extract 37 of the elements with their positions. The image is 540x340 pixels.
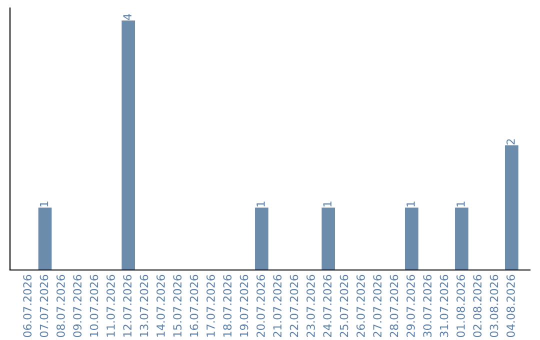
x-tick-label: 21.07.2026 [273, 274, 282, 337]
data-label: 1 [256, 202, 265, 206]
x-tick-label: 01.08.2026 [456, 274, 465, 338]
x-tick-label: 14.07.2026 [156, 274, 165, 337]
x-tick-label: 19.07.2026 [240, 274, 248, 337]
x-tick-label: 18.07.2026 [223, 274, 232, 337]
x-tick-label: 09.07.2026 [73, 274, 82, 338]
data-label: 2 [506, 139, 515, 144]
x-tick-label: 30.07.2026 [423, 274, 432, 337]
x-tick-label: 02.08.2026 [473, 274, 482, 338]
x-tick-label: 31.07.2026 [440, 274, 448, 337]
x-tick-label: 15.07.2026 [173, 274, 182, 337]
x-tick-label: 13.07.2026 [140, 274, 148, 337]
data-label: 1 [456, 202, 465, 206]
x-tick-label: 26.07.2026 [356, 274, 365, 337]
x-tick-label: 04.08.2026 [506, 274, 515, 338]
x-tick-label: 24.07.2026 [323, 274, 332, 337]
data-label: 1 [323, 202, 332, 206]
x-tick-label: 03.08.2026 [490, 274, 498, 338]
x-tick-label: 12.07.2026 [123, 274, 132, 337]
data-label: 1 [406, 202, 415, 206]
x-tick-label: 17.07.2026 [206, 274, 215, 337]
x-tick-label: 11.07.2026 [106, 274, 115, 337]
x-tick-label: 10.07.2026 [90, 274, 98, 337]
x-tick-label: 23.07.2026 [306, 274, 315, 337]
x-tick-label: 22.07.2026 [290, 274, 298, 337]
x-tick-label: 20.07.2026 [256, 274, 265, 337]
x-tick-label: 07.07.2026 [40, 274, 48, 338]
data-label: 1 [40, 202, 48, 206]
x-tick-label: 06.07.2026 [23, 274, 32, 338]
x-tick-label: 29.07.2026 [406, 274, 415, 337]
x-tick-label: 27.07.2026 [373, 274, 382, 337]
x-tick-label: 16.07.2026 [190, 274, 198, 337]
x-tick-label: 08.07.2026 [56, 274, 65, 338]
data-label: 4 [123, 14, 132, 20]
x-tick-label: 28.07.2026 [390, 274, 398, 337]
x-tick-label: 25.07.2026 [340, 274, 348, 337]
